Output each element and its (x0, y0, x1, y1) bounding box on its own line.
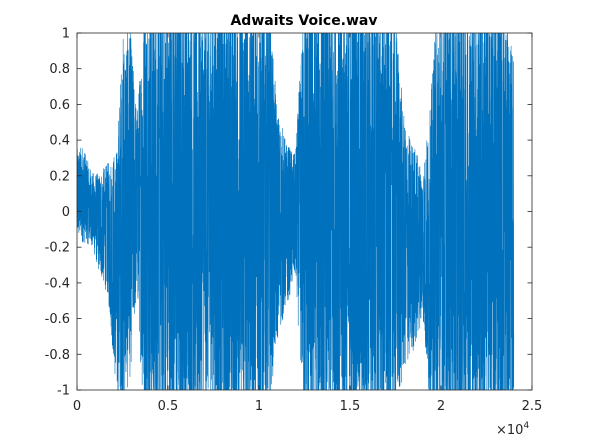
y-tick-label: 0.8 (49, 62, 70, 77)
y-tick-label: 1 (62, 27, 70, 42)
x-tick-label: 2 (437, 399, 445, 414)
y-tick-label: -0.8 (45, 348, 70, 363)
y-tick-label: 0 (62, 205, 70, 220)
y-tick-label: -0.2 (45, 241, 70, 256)
x-tick-label: 1.5 (340, 399, 361, 414)
x-tick-label: 0 (73, 399, 81, 414)
y-tick-label: 0.6 (49, 98, 70, 113)
y-tick-label: -1 (57, 384, 70, 399)
y-tick-label: 0.4 (49, 134, 70, 149)
waveform-series-line (77, 33, 515, 390)
x-axis-exponent-base: ×10 (496, 423, 523, 438)
x-axis: 0 0.5 1 1.5 2 2.5 (73, 33, 542, 414)
series-layer (77, 33, 515, 390)
x-tick-label: 2.5 (522, 399, 543, 414)
x-axis-exponent-power: 4 (523, 421, 529, 431)
x-tick-label: 0.5 (158, 399, 179, 414)
x-axis-exponent: ×104 (496, 421, 529, 438)
chart-title: Adwaits Voice.wav (230, 13, 377, 29)
y-tick-label: -0.6 (45, 312, 70, 327)
y-tick-label: 0.2 (49, 169, 70, 184)
x-tick-label: 1 (255, 399, 263, 414)
y-tick-label: -0.4 (45, 276, 70, 291)
y-axis: -1 -0.8 -0.6 -0.4 -0.2 0 0.2 0.4 0.6 0.8 1 (45, 27, 532, 399)
